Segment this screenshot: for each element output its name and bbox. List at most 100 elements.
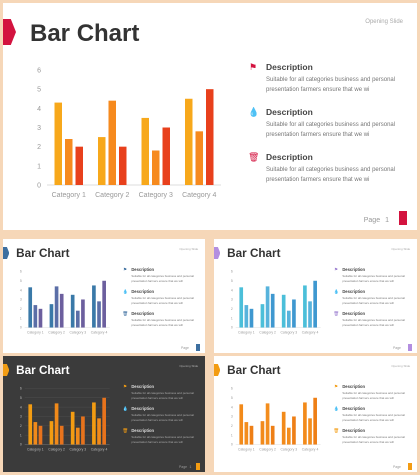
- page-word: Page: [392, 346, 401, 351]
- bar: [313, 281, 317, 328]
- slide-main[interactable]: Bar Chart Opening Slide 0 1 2 3 4 5 6 Category 1 C…: [3, 3, 417, 230]
- y-tick-label: 5: [231, 396, 233, 400]
- bar: [302, 402, 307, 445]
- x-tick-label: Category 1: [52, 192, 86, 199]
- bar: [239, 287, 243, 328]
- y-tick-label: 4: [231, 406, 233, 410]
- bar: [59, 294, 64, 328]
- description-text: Suitable for all categories business and…: [131, 274, 194, 283]
- y-tick-label: 0: [20, 443, 22, 447]
- bar: [307, 418, 312, 445]
- description-text: Suitable for all categories business and…: [342, 318, 405, 327]
- bar: [195, 131, 203, 185]
- bar: [291, 416, 296, 445]
- y-tick-label: 6: [231, 387, 233, 391]
- y-tick-label: 5: [231, 279, 233, 283]
- description-text: Suitable for all categories business and…: [266, 167, 396, 183]
- x-tick-label: Category 1: [238, 448, 255, 452]
- page-word: Page: [179, 465, 187, 470]
- flag-icon: ⚑: [334, 267, 338, 273]
- x-tick-label: Category 2: [259, 448, 276, 452]
- description-block: 💧 Description Suitable for all categories …: [123, 289, 199, 309]
- y-tick-label: 2: [20, 307, 22, 311]
- page-label: Page: [393, 346, 403, 350]
- slide-top-label: Opening Slide: [179, 246, 199, 251]
- y-tick-label: 2: [37, 144, 41, 151]
- slide-dark[interactable]: Bar Chart Opening Slide 0 1 2 3 4 5 6 Category 1 C…: [3, 356, 205, 472]
- bar: [33, 422, 37, 445]
- bar: [49, 304, 54, 328]
- bar: [102, 281, 106, 328]
- y-tick-label: 1: [20, 317, 22, 321]
- description-block: ⚑ Description Suitable for all categories …: [334, 384, 410, 404]
- trash-icon: 🗑: [333, 311, 340, 317]
- y-tick-label: 3: [231, 415, 233, 419]
- x-tick-label: Category 2: [259, 331, 276, 335]
- bar: [291, 299, 296, 328]
- bar: [28, 287, 32, 328]
- y-tick-label: 6: [20, 270, 22, 274]
- slide-title: Bar Chart: [16, 246, 70, 260]
- slide-top-label: Opening Slide: [391, 246, 411, 251]
- x-tick-label: Category 3: [69, 448, 86, 452]
- description-heading: Description: [131, 428, 155, 434]
- y-tick-label: 2: [231, 424, 233, 428]
- flag-icon: ⚑: [334, 384, 338, 390]
- accent-tab: [3, 246, 10, 260]
- bar: [54, 102, 62, 185]
- page-word: Page: [180, 346, 189, 351]
- bar-chart: 0 1 2 3 4 5 6 Category 1 Category 2 Category 3 Cat…: [37, 68, 221, 199]
- bar: [265, 286, 270, 328]
- description-heading: Description: [342, 311, 366, 317]
- slide-blue[interactable]: Bar Chart Opening Slide 0 1 2 3 4 5 6 Category 1 C…: [3, 239, 205, 353]
- bar: [70, 295, 75, 328]
- flag-icon: ⚑: [123, 267, 127, 273]
- description-heading: Description: [266, 152, 313, 162]
- bar: [65, 139, 73, 185]
- trash-icon: 🗑: [122, 311, 129, 317]
- bar: [49, 421, 54, 445]
- y-tick-label: 4: [231, 289, 233, 293]
- bar: [54, 403, 59, 445]
- description-text: Suitable for all categories business and…: [342, 274, 405, 283]
- page-marker: [196, 462, 201, 470]
- trash-icon: 🗑: [122, 428, 129, 434]
- y-tick-label: 1: [231, 434, 233, 438]
- trash-icon: 🗑: [333, 428, 340, 434]
- bar: [270, 426, 275, 445]
- bar: [286, 310, 291, 328]
- bar: [75, 427, 80, 445]
- x-tick-label: Category 2: [95, 192, 129, 199]
- x-tick-label: Category 3: [280, 448, 297, 452]
- bar: [249, 309, 254, 328]
- bar: [260, 421, 265, 445]
- description-block: 💧 Description Suitable for all categories …: [334, 289, 410, 309]
- bar: [33, 305, 37, 328]
- bar: [313, 398, 317, 445]
- y-tick-label: 6: [231, 270, 233, 274]
- description-heading: Description: [342, 289, 366, 295]
- bar: [244, 305, 248, 328]
- bar: [108, 100, 116, 185]
- description-heading: Description: [342, 428, 366, 434]
- bar: [270, 294, 275, 328]
- slide-cyan[interactable]: Bar Chart Opening Slide 0 1 2 3 4 5 6 Category 1 C…: [214, 239, 417, 353]
- bar-chart: 0 1 2 3 4 5 6 Category 1 Category 2 Category 3 Cat…: [20, 270, 110, 335]
- slide-title: Bar Chart: [227, 246, 281, 260]
- bar: [98, 137, 106, 185]
- bar: [80, 299, 85, 328]
- y-tick-label: 3: [20, 415, 22, 419]
- accent-tab: [214, 363, 221, 377]
- description-text: Suitable for all categories business and…: [131, 318, 194, 327]
- x-tick-label: Category 1: [238, 331, 255, 335]
- y-tick-label: 3: [20, 298, 22, 302]
- slide-orange[interactable]: Bar Chart Opening Slide 0 1 2 3 4 5 6 Category 1 C…: [214, 356, 417, 472]
- bar: [70, 412, 75, 445]
- y-tick-label: 3: [231, 298, 233, 302]
- description-heading: Description: [131, 384, 155, 390]
- x-tick-label: Category 4: [90, 331, 107, 335]
- bar: [281, 295, 286, 328]
- bar: [38, 309, 43, 328]
- y-tick-label: 1: [231, 317, 233, 321]
- bar: [152, 150, 160, 185]
